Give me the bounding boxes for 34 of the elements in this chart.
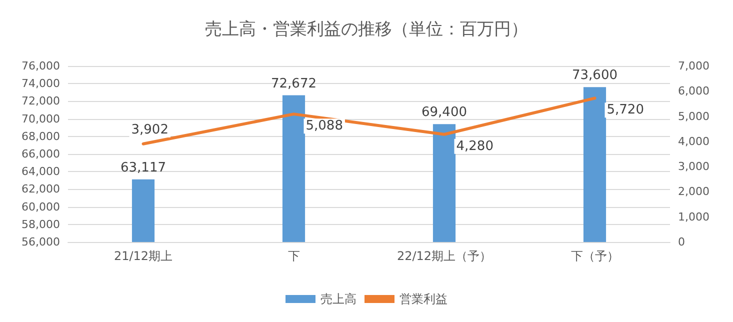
y2-tick-label: 2,000 bbox=[678, 185, 710, 198]
x-tick-label: 21/12期上 bbox=[114, 249, 173, 263]
y-tick-label: 64,000 bbox=[22, 165, 60, 178]
data-label: 69,400 bbox=[422, 105, 467, 120]
y2-tick-label: 7,000 bbox=[678, 60, 710, 72]
y-tick-label: 76,000 bbox=[22, 60, 60, 72]
y-tick-label: 56,000 bbox=[22, 236, 60, 248]
data-label: 4,280 bbox=[456, 138, 494, 154]
y-tick-label: 72,000 bbox=[22, 94, 60, 108]
y2-tick-label: 4,000 bbox=[678, 134, 710, 148]
legend-label: 売上高 bbox=[320, 292, 356, 306]
data-label: 72,672 bbox=[271, 76, 316, 92]
y2-tick-label: 0 bbox=[678, 236, 685, 248]
y2-tick-label: 6,000 bbox=[678, 84, 710, 98]
y2-tick-label: 3,000 bbox=[678, 160, 710, 174]
data-label: 73,600 bbox=[572, 68, 618, 84]
chart-title: 売上高・営業利益の推移（単位：百万円） bbox=[205, 20, 528, 40]
y-tick-label: 62,000 bbox=[22, 182, 60, 196]
x-tick-label: 下（予） bbox=[570, 249, 619, 263]
x-tick-label: 下 bbox=[288, 249, 300, 263]
data-label: 3,902 bbox=[131, 122, 168, 138]
y-tick-label: 58,000 bbox=[22, 218, 60, 231]
y2-tick-label: 5,000 bbox=[678, 110, 710, 123]
data-label: 5,720 bbox=[606, 102, 644, 118]
y-tick-label: 60,000 bbox=[22, 200, 60, 214]
y-tick-label: 74,000 bbox=[22, 77, 60, 90]
data-label: 5,088 bbox=[306, 118, 343, 134]
y-tick-label: 70,000 bbox=[22, 112, 60, 126]
y2-tick-label: 1,000 bbox=[678, 210, 710, 224]
data-label: 63,117 bbox=[120, 160, 166, 176]
y-tick-label: 68,000 bbox=[22, 130, 60, 143]
legend-label: 営業利益 bbox=[400, 292, 448, 306]
y-tick-label: 66,000 bbox=[22, 148, 60, 160]
x-tick-label: 22/12期上（予） bbox=[396, 249, 492, 263]
